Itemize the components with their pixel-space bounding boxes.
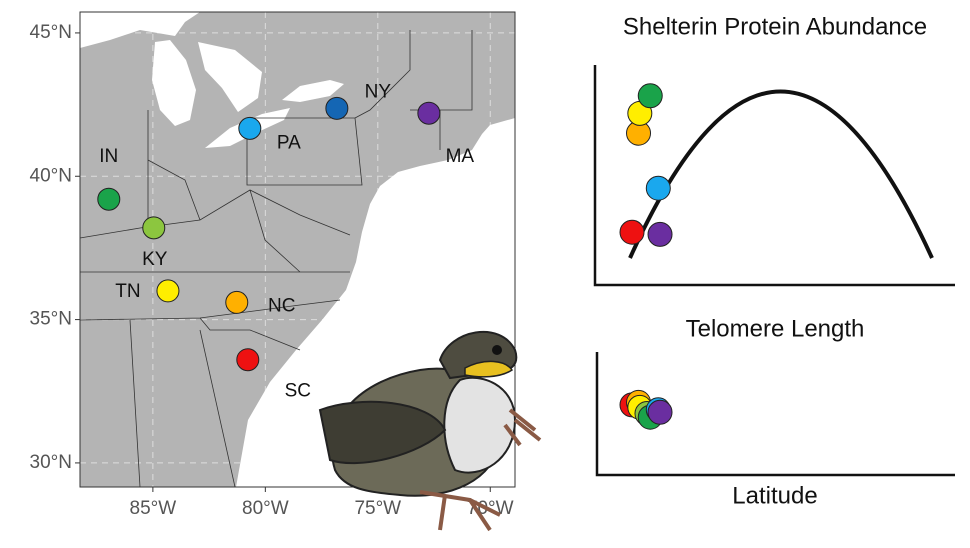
site-label: NC	[268, 295, 295, 316]
data-point	[637, 83, 663, 109]
chart-title: Telomere Length	[686, 315, 865, 342]
map-frame	[79, 11, 516, 488]
site-label: NY	[365, 81, 392, 102]
state-borders	[79, 30, 473, 488]
bird-chest	[443, 376, 517, 474]
y-tick-label: 35°N	[30, 309, 72, 330]
site-marker	[156, 279, 180, 303]
axes	[595, 352, 955, 477]
bird-eye	[492, 345, 502, 355]
site-label: MA	[446, 146, 475, 167]
data-point	[645, 175, 671, 201]
bird-beak	[464, 360, 514, 378]
chart-title: Shelterin Protein Abundance	[623, 13, 927, 40]
x-tick-label: 80°W	[242, 498, 289, 519]
bird-wing	[318, 400, 447, 465]
lake-huron	[198, 42, 262, 112]
site-marker	[238, 116, 262, 140]
x-axis-label: Latitude	[732, 482, 817, 509]
site-marker	[142, 216, 166, 240]
y-tick-label: 30°N	[30, 452, 72, 473]
trend-curve	[628, 89, 934, 259]
site-marker	[225, 290, 249, 314]
y-tick-label: 40°N	[30, 165, 72, 186]
lake-superior	[80, 12, 200, 48]
axes	[593, 65, 955, 287]
grid	[80, 12, 515, 487]
site-label: PA	[277, 132, 301, 153]
site-label: SC	[285, 381, 311, 402]
lake-ontario	[282, 80, 344, 102]
site-marker	[417, 101, 441, 125]
site-marker	[325, 96, 349, 120]
site-label: TN	[115, 281, 140, 302]
data-point	[619, 219, 645, 245]
x-tick-label: 75°W	[354, 498, 401, 519]
site-marker	[236, 348, 260, 372]
data-point	[647, 221, 673, 247]
site-label: KY	[142, 249, 168, 270]
x-tick-label: 85°W	[130, 498, 177, 519]
bird-feet	[419, 408, 542, 532]
lake-michigan	[152, 40, 196, 126]
site-label: IN	[99, 146, 118, 167]
site-marker	[97, 187, 121, 211]
y-tick-label: 45°N	[30, 22, 72, 43]
bird-illustration	[318, 331, 542, 532]
data-point	[647, 399, 673, 425]
schematic-charts: Shelterin Protein Abundance Telomere Len…	[593, 13, 955, 509]
